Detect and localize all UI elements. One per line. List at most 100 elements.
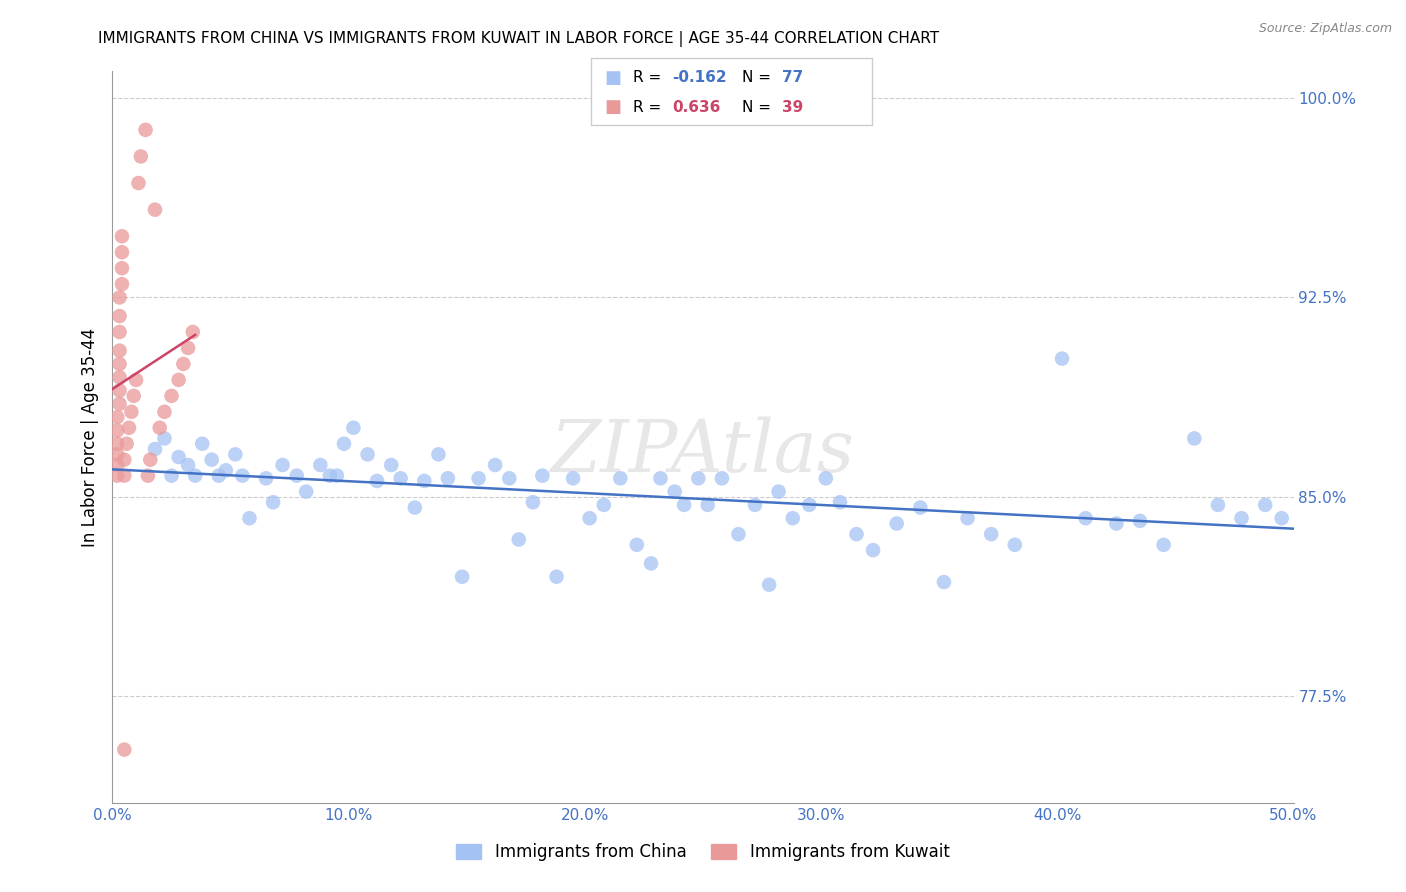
Text: Source: ZipAtlas.com: Source: ZipAtlas.com (1258, 22, 1392, 36)
Text: -0.162: -0.162 (672, 70, 727, 85)
Point (1129, 514, 1152, 528)
Point (932, 575, 955, 590)
Point (650, 471, 672, 485)
Point (105, 410, 128, 425)
Point (224, 447, 246, 461)
Point (153, 431, 176, 445)
Point (640, 557, 662, 571)
Point (108, 397, 131, 411)
Point (609, 471, 631, 485)
Point (451, 570, 474, 584)
Point (1206, 498, 1229, 512)
Point (531, 468, 554, 483)
Point (828, 495, 851, 509)
Point (153, 405, 176, 419)
Point (295, 484, 318, 499)
Point (108, 370, 131, 384)
Point (437, 471, 460, 485)
Point (167, 450, 190, 464)
Point (177, 458, 200, 472)
Text: R =: R = (633, 100, 661, 114)
Point (508, 533, 530, 547)
Point (1004, 538, 1026, 552)
Point (115, 436, 138, 450)
Text: ■: ■ (605, 98, 621, 116)
Point (862, 543, 884, 558)
Point (201, 452, 224, 467)
Point (626, 538, 648, 552)
Point (799, 498, 821, 512)
Point (956, 511, 979, 525)
Point (319, 468, 342, 483)
Point (111, 245, 134, 260)
Point (1153, 538, 1175, 552)
Point (118, 421, 141, 435)
Point (484, 458, 506, 472)
Point (108, 325, 131, 339)
Text: N =: N = (742, 100, 772, 114)
Point (404, 500, 426, 515)
Point (522, 495, 544, 509)
Point (333, 436, 356, 450)
Text: N =: N = (742, 70, 772, 85)
Point (105, 458, 128, 472)
Point (120, 405, 142, 419)
Point (254, 471, 277, 485)
Point (108, 343, 131, 358)
Point (886, 516, 908, 531)
Point (238, 511, 260, 525)
Point (149, 421, 172, 435)
Text: ZIPAtlas: ZIPAtlas (551, 417, 855, 487)
Point (467, 471, 489, 485)
Point (427, 447, 450, 461)
Point (696, 498, 718, 512)
Point (208, 468, 231, 483)
Point (125, 373, 148, 387)
Text: 0.636: 0.636 (672, 100, 720, 114)
Point (562, 471, 585, 485)
Point (108, 384, 131, 398)
Text: 39: 39 (782, 100, 803, 114)
Point (262, 495, 284, 509)
Point (231, 468, 253, 483)
Point (105, 436, 128, 450)
Point (342, 421, 364, 435)
Point (181, 325, 204, 339)
Point (122, 389, 145, 403)
Point (758, 577, 780, 591)
Point (112, 742, 135, 756)
Point (111, 277, 134, 292)
Point (143, 442, 166, 456)
Legend: Immigrants from China, Immigrants from Kuwait: Immigrants from China, Immigrants from K… (450, 837, 956, 868)
Point (105, 424, 128, 438)
Point (498, 471, 520, 485)
Point (160, 389, 183, 403)
Point (105, 468, 128, 483)
Point (112, 468, 135, 483)
Point (710, 471, 733, 485)
Text: ■: ■ (605, 69, 621, 87)
Point (285, 468, 308, 483)
Point (112, 452, 135, 467)
Point (129, 149, 152, 163)
Point (768, 484, 790, 499)
Y-axis label: In Labor Force | Age 35-44: In Labor Force | Age 35-44 (80, 327, 98, 547)
Point (380, 458, 402, 472)
Point (578, 511, 600, 525)
Point (111, 229, 134, 244)
Point (271, 458, 294, 472)
Point (1105, 516, 1128, 531)
Point (177, 341, 200, 355)
Point (356, 447, 378, 461)
Point (167, 373, 190, 387)
Point (111, 261, 134, 276)
Point (546, 570, 568, 584)
Point (782, 511, 804, 525)
Point (413, 474, 436, 488)
Point (1182, 431, 1205, 445)
Point (664, 484, 686, 499)
Point (845, 527, 868, 541)
Point (366, 474, 388, 488)
Point (127, 176, 149, 190)
Point (1230, 511, 1253, 525)
